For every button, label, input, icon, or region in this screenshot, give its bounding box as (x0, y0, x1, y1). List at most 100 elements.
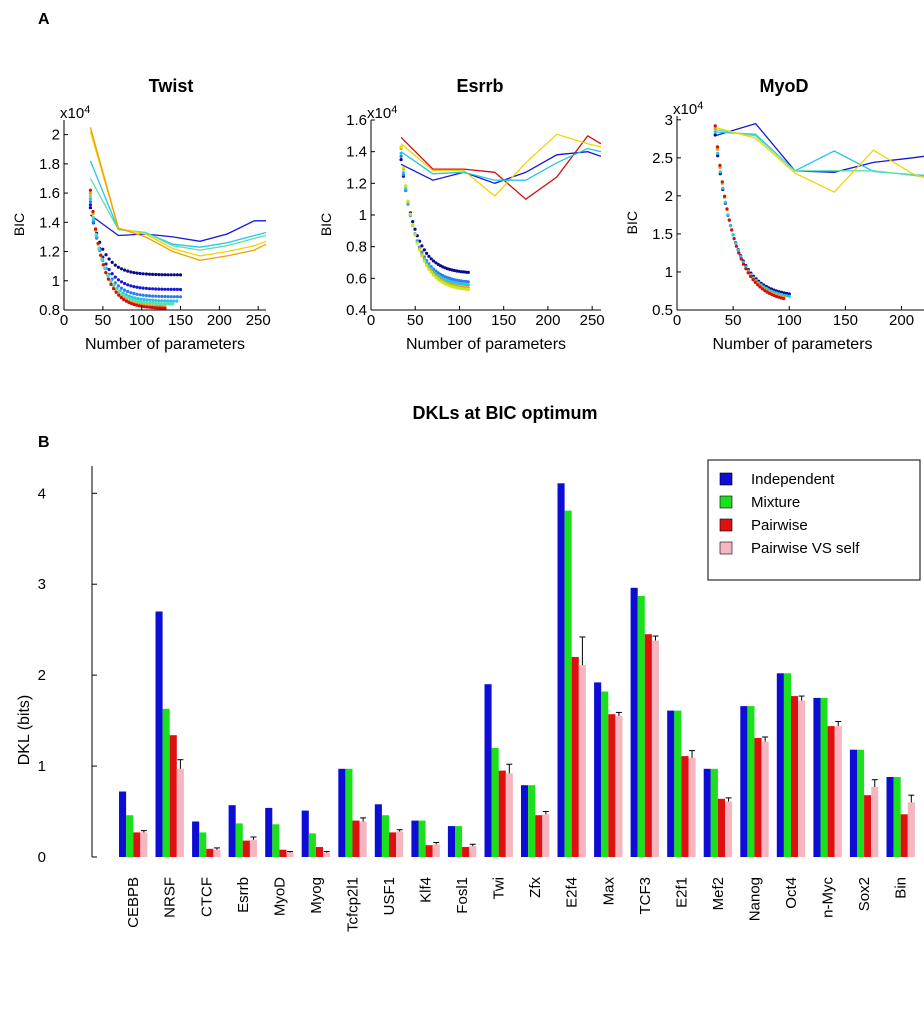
series-line (715, 126, 924, 193)
series-point (767, 291, 772, 295)
series-point (434, 272, 438, 276)
series-point (135, 271, 139, 275)
series-point (431, 273, 436, 277)
bar-pairwise (315, 847, 323, 857)
series-point (132, 291, 136, 296)
bar-pairwise-vs-self (359, 821, 367, 857)
series-point (753, 280, 757, 284)
series-point (119, 267, 124, 271)
series-point (166, 299, 170, 303)
series-point (425, 251, 429, 255)
x-tick-label: 250 (246, 312, 271, 329)
series-point (464, 270, 468, 274)
series-point (756, 283, 760, 287)
series-point (466, 283, 470, 287)
bar-pairwise (242, 840, 250, 857)
bar-pairwise (827, 726, 835, 857)
series-point (127, 300, 131, 305)
series-point (725, 207, 729, 211)
series-point (88, 191, 92, 195)
series-point (104, 262, 108, 266)
series-point (116, 284, 120, 288)
series-point (119, 286, 124, 290)
series-point (88, 200, 92, 204)
series-point (88, 197, 92, 201)
bar-independent (374, 804, 382, 857)
chart-title: MyoD (760, 76, 809, 96)
bar-pairwise-vs-self (249, 839, 257, 857)
series-point (399, 158, 403, 162)
y-tick-label: 1 (52, 273, 60, 290)
bar-pairwise-vs-self (615, 716, 623, 857)
x-tick-label: 150 (833, 312, 858, 329)
legend-label: Pairwise VS self (751, 540, 860, 557)
legend-swatch (719, 472, 733, 486)
chart-esrrb: Esrrb 0 50 100 150 200 250 0.4 0.6 0.8 1 1.2 1.4 1.6 N… (318, 76, 605, 353)
series-point (154, 294, 158, 298)
y-axis-title: BIC (318, 213, 334, 236)
y-tick-label: 2 (38, 667, 46, 684)
y-tick-label: 0.8 (39, 302, 60, 319)
series-point (169, 299, 173, 303)
bar-pairwise (389, 832, 397, 857)
series-point (104, 271, 108, 275)
x-tick-label: 50 (407, 312, 424, 329)
series-point (457, 269, 461, 273)
series-point (157, 287, 161, 291)
series-point (163, 287, 167, 291)
category-label: CEBPB (125, 877, 142, 928)
series-point (114, 290, 118, 294)
x-tick-label: 250 (580, 312, 605, 329)
series-point (144, 272, 148, 276)
series-point (427, 254, 431, 258)
bar-mixture (783, 673, 791, 857)
series-point (101, 247, 105, 251)
series-point (751, 278, 755, 282)
series-line (400, 147, 601, 181)
series-point (178, 287, 183, 292)
bar-independent (667, 710, 675, 857)
legend-swatch (719, 541, 733, 555)
series-point (151, 294, 155, 298)
series-point (749, 274, 753, 279)
series-point (741, 262, 746, 266)
x-axis-title: Number of parameters (406, 336, 566, 353)
series-point (715, 145, 720, 149)
bar-independent (557, 483, 565, 857)
series-point (88, 194, 92, 198)
series-point (157, 294, 161, 298)
series-point (169, 287, 173, 291)
series-point (777, 295, 781, 299)
y-tick-label: 2.5 (652, 150, 673, 167)
series-point (422, 259, 426, 263)
series-point (116, 265, 120, 269)
series-point (160, 299, 164, 303)
bar-pairwise (864, 795, 872, 857)
bar-independent (338, 768, 346, 857)
legend: Independent Mixture Pairwise Pairwise VS se… (707, 459, 921, 581)
series-line (400, 133, 601, 197)
series-point (157, 302, 161, 306)
category-label: Esrrb (235, 877, 252, 913)
category-label: Oct4 (783, 877, 800, 909)
y-tick-label: 1.2 (39, 244, 60, 261)
series-point (760, 287, 765, 291)
series-point (119, 296, 123, 300)
series-point (787, 292, 791, 296)
chart-myod: MyoD 0 50 100 150 200 0.5 1 1.5 2 2.5 3 Number of pa… (624, 76, 924, 353)
series-point (727, 218, 731, 222)
series-point (434, 269, 438, 273)
series-point (148, 305, 152, 309)
bar-independent (521, 785, 529, 857)
category-label: USF1 (381, 877, 398, 915)
series-point (171, 302, 175, 306)
series-point (713, 133, 717, 137)
plot-area (88, 127, 266, 310)
series-point (772, 294, 776, 298)
series-point (459, 270, 463, 274)
bar-mixture (601, 691, 609, 857)
bar-pairwise (279, 849, 287, 857)
bar-independent (849, 749, 857, 857)
series-point (429, 257, 433, 261)
